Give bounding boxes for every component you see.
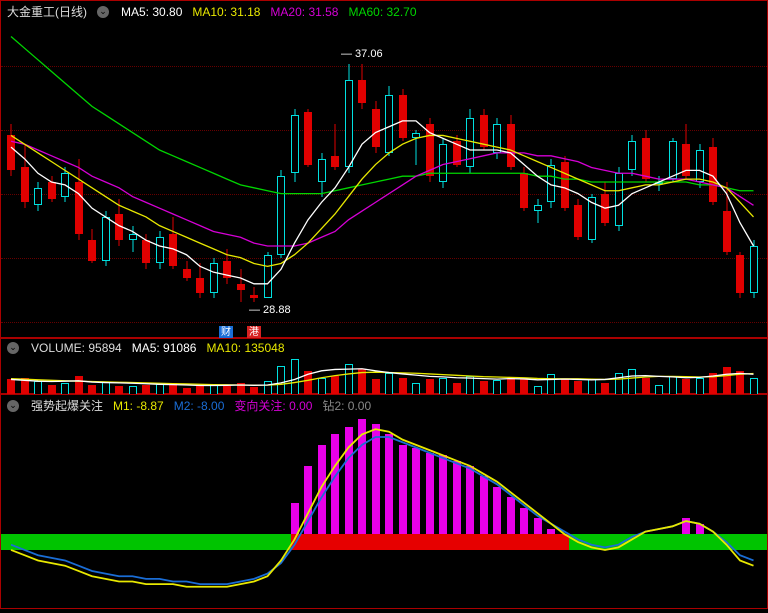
main-header: 大金重工(日线) ⌄ MA5: 30.80 MA10: 31.18 MA20: …: [1, 1, 767, 22]
price-low-annotation: — 28.88: [249, 304, 291, 316]
ma60-label: MA60: 32.70: [348, 5, 416, 19]
ma5-label: MA5: 30.80: [121, 5, 182, 19]
ma20-label: MA20: 31.58: [270, 5, 338, 19]
price-high-annotation: — 37.06: [341, 48, 383, 60]
volume-panel: ⌄ VOLUME: 95894 MA5: 91086 MA10: 135048: [0, 338, 768, 394]
indicator-header: ⌄ 强势起爆关注 M1: -8.87 M2: -8.00 变向关注: 0.00 …: [1, 395, 767, 416]
ma10-label: MA10: 31.18: [192, 5, 260, 19]
m2-label: M2: -8.00: [174, 399, 225, 413]
vol-ma5-label: MA5: 91086: [132, 341, 197, 355]
m1-label: M1: -8.87: [113, 399, 164, 413]
indicator-title: 强势起爆关注: [31, 397, 103, 414]
expand-icon[interactable]: ⌄: [7, 400, 19, 412]
volume-header: ⌄ VOLUME: 95894 MA5: 91086 MA10: 135048: [1, 339, 767, 357]
lb1-label: 变向关注: 0.00: [234, 397, 312, 414]
vol-ma10-label: MA10: 135048: [206, 341, 284, 355]
indicator-chart[interactable]: [1, 416, 767, 613]
stock-title: 大金重工(日线): [7, 3, 87, 20]
lb2-label: 钻2: 0.00: [322, 397, 371, 414]
volume-chart[interactable]: [1, 357, 767, 395]
expand-icon[interactable]: ⌄: [7, 342, 19, 354]
indicator-panel: ⌄ 强势起爆关注 M1: -8.87 M2: -8.00 变向关注: 0.00 …: [0, 394, 768, 609]
candlestick-panel: 大金重工(日线) ⌄ MA5: 30.80 MA10: 31.18 MA20: …: [0, 0, 768, 338]
expand-icon[interactable]: ⌄: [97, 6, 109, 18]
volume-label: VOLUME: 95894: [31, 341, 122, 355]
candlestick-chart[interactable]: — 37.06— 28.88财港: [1, 22, 767, 342]
